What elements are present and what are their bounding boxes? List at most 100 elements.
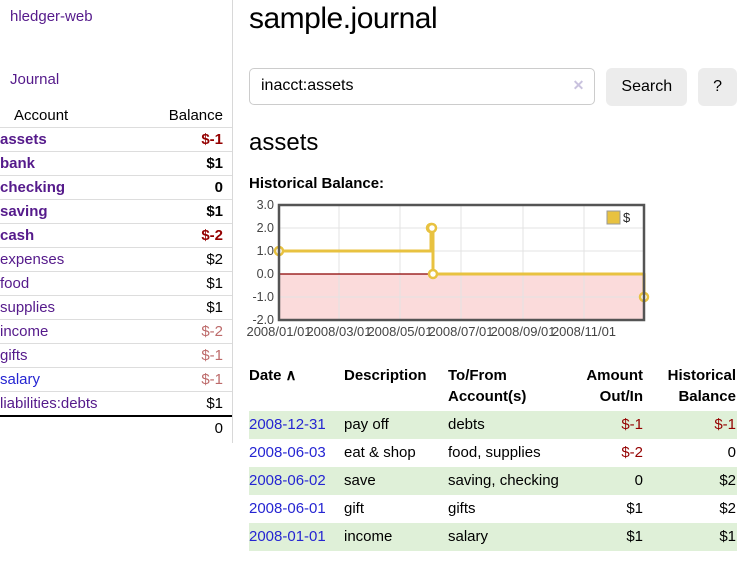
transaction-balance: $-1	[714, 415, 736, 433]
account-balance: $1	[206, 203, 223, 220]
register-header-historical-balance: Historical Balance	[644, 361, 737, 411]
transaction-balance: $1	[719, 527, 736, 545]
account-cell: checking	[0, 176, 135, 200]
transaction-date-link[interactable]: 2008-06-03	[249, 443, 326, 461]
account-cell: bank	[0, 152, 135, 176]
chart-x-tick-label: 2008/11/01	[552, 324, 616, 339]
account-cell: gifts	[0, 344, 135, 368]
chart-title: Historical Balance:	[249, 174, 385, 192]
account-cell: saving	[0, 200, 135, 224]
account-cell: expenses	[0, 248, 135, 272]
chart-y-tick-label: -2.0	[252, 313, 274, 327]
transaction-amount: 0	[634, 471, 643, 489]
account-link-income[interactable]: income	[0, 323, 49, 340]
account-cell: assets	[0, 128, 135, 152]
account-link-liabilities-debts[interactable]: liabilities:debts	[0, 395, 98, 412]
account-link-food[interactable]: food	[0, 275, 30, 292]
transaction-accounts: food, supplies	[448, 443, 541, 461]
account-balance: $-1	[201, 347, 223, 364]
chart-x-tick-label: 2008/05/01	[367, 324, 432, 339]
account-row: checking 0	[0, 176, 232, 200]
account-row: cash $-2	[0, 224, 232, 248]
transaction-description: pay off	[344, 415, 389, 433]
header-label: Historical Balance	[667, 366, 736, 405]
account-cell: salary	[0, 368, 135, 392]
account-row: saving $1	[0, 200, 232, 224]
search-button[interactable]: Search	[606, 67, 688, 106]
transaction-accounts: saving, checking	[448, 471, 559, 489]
historical-balance-chart: $3.0 2.0 1.0 0.0 -1.0 -2.02008/01/012008/03/0…	[246, 198, 650, 339]
transaction-row: 2008-06-02 save saving, checking 0 $2	[249, 466, 737, 495]
chart-x-tick-label: 2008/07/01	[428, 324, 493, 339]
account-link-saving[interactable]: saving	[0, 203, 48, 220]
account-link-salary[interactable]: salary	[0, 371, 41, 388]
sort-ascending-icon: ∧	[285, 366, 297, 384]
account-row: income $-2	[0, 320, 232, 344]
account-cell: food	[0, 272, 135, 296]
transaction-amount: $-1	[621, 415, 643, 433]
account-row: food $1	[0, 272, 232, 296]
clear-search-icon[interactable]: ✕	[572, 76, 585, 93]
page-title: sample.journal	[249, 2, 438, 35]
transaction-date-link[interactable]: 2008-01-01	[249, 527, 326, 545]
account-balance: $-1	[201, 371, 223, 388]
account-link-checking[interactable]: checking	[0, 179, 66, 196]
accounts-header-account: Account	[14, 107, 69, 124]
account-balance: $1	[206, 275, 223, 292]
header-label: To/From Account(s)	[448, 366, 527, 405]
chart-y-tick-label: 1.0	[257, 244, 274, 258]
chart-plot-border	[277, 203, 646, 321]
brand-link[interactable]: hledger-web	[10, 8, 93, 25]
register-header-to-from-account-s-: To/From Account(s)	[448, 361, 570, 411]
search-input[interactable]	[249, 67, 596, 105]
register-header: Date ∧ Description To/From Account(s) Amount…	[249, 361, 737, 411]
account-link-cash[interactable]: cash	[0, 227, 35, 244]
account-link-assets[interactable]: assets	[0, 131, 47, 148]
account-balance: $-2	[201, 227, 223, 244]
transaction-description: income	[344, 527, 393, 545]
account-link-expenses[interactable]: expenses	[0, 251, 65, 268]
accounts-header-row: Account Balance	[0, 104, 232, 128]
accounts-total-value: 0	[0, 415, 232, 441]
account-balance: $-1	[201, 131, 223, 148]
sidebar-item-journal[interactable]: Journal	[10, 71, 60, 88]
account-cell: liabilities:debts	[0, 392, 135, 417]
transaction-date-link[interactable]: 2008-12-31	[249, 415, 326, 433]
chart-x-tick-label: 2008/01/01	[246, 324, 311, 339]
transaction-description: save	[344, 471, 376, 489]
account-balance: $2	[206, 251, 223, 268]
transaction-date-cell: 2008-06-03	[249, 439, 344, 467]
sidebar: hledger-web Journal Account Balance asse…	[0, 0, 233, 443]
account-balance: $-2	[201, 323, 223, 340]
account-link-bank[interactable]: bank	[0, 155, 36, 172]
transaction-date-link[interactable]: 2008-06-01	[249, 499, 326, 517]
account-link-supplies[interactable]: supplies	[0, 299, 56, 316]
chart-y-tick-label: 2.0	[257, 221, 274, 235]
search-form: ✕ Search ?	[249, 67, 737, 106]
accounts-header-balance: Balance	[168, 107, 223, 124]
register-header-row: Date ∧ Description To/From Account(s) Amount…	[249, 361, 737, 411]
transaction-amount: $1	[626, 499, 643, 517]
register-table: Date ∧ Description To/From Account(s) Amount…	[249, 361, 737, 551]
account-cell: supplies	[0, 296, 135, 320]
account-balance: 0	[214, 179, 223, 196]
account-row: assets $-1	[0, 128, 232, 152]
transaction-balance: $2	[719, 499, 736, 517]
account-balance: $1	[206, 299, 223, 316]
chart-y-tick-label: 3.0	[257, 198, 274, 212]
transaction-description: eat & shop	[344, 443, 416, 461]
account-row: gifts $-1	[0, 344, 232, 368]
transaction-date-cell: 2008-06-01	[249, 495, 344, 523]
account-heading: assets	[249, 128, 319, 156]
chart-y-tick-label: 0.0	[257, 267, 274, 281]
account-balance: $1	[206, 155, 223, 172]
account-row: salary $-1	[0, 368, 232, 392]
account-link-gifts[interactable]: gifts	[0, 347, 28, 364]
register-header-amount-out-in: Amount Out/In	[570, 361, 644, 411]
chart-legend-label: $	[623, 210, 631, 225]
transaction-date-link[interactable]: 2008-06-02	[249, 471, 326, 489]
help-button[interactable]: ?	[698, 67, 737, 106]
account-row: liabilities:debts $1	[0, 392, 232, 417]
search-input-wrap: ✕	[249, 67, 596, 106]
transaction-row: 2008-01-01 income salary $1 $1	[249, 522, 737, 551]
